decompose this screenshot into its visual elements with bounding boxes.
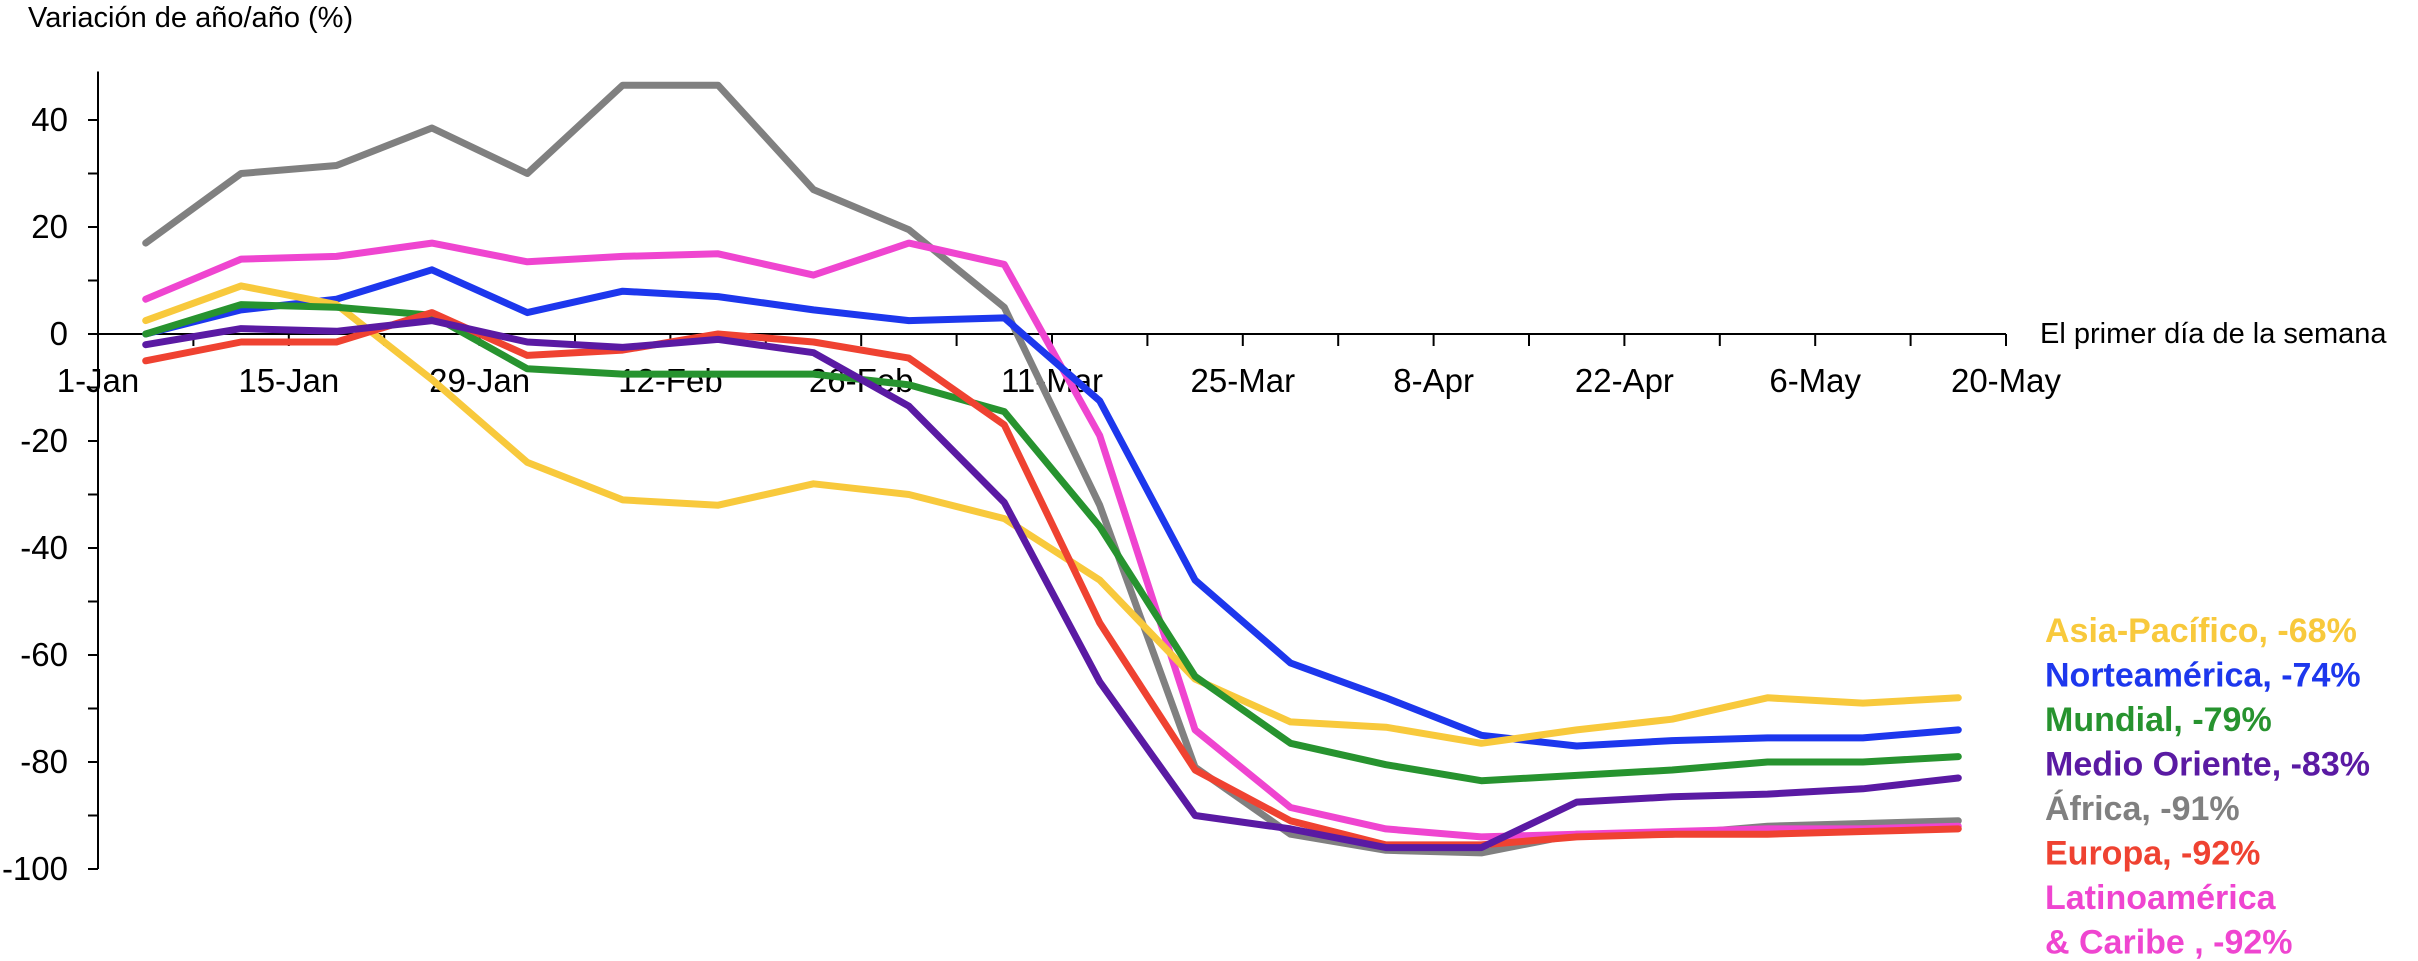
y-tick-label: -40 xyxy=(20,529,68,566)
legend-entry: & Caribe , -92% xyxy=(2045,924,2293,961)
x-tick-label: 8-Apr xyxy=(1393,362,1474,399)
series-line-2 xyxy=(142,266,1962,750)
y-tick-label: -60 xyxy=(20,636,68,673)
legend-entry: Europa, -92% xyxy=(2045,835,2260,873)
legend-entry: Mundial, -79% xyxy=(2045,701,2272,739)
series-line-1 xyxy=(142,239,1962,841)
legend-entry: Norteamérica, -74% xyxy=(2045,657,2361,695)
x-axis-title: El primer día de la semana xyxy=(2040,318,2387,350)
y-tick-label: -100 xyxy=(2,850,68,887)
x-tick-label: 20-May xyxy=(1951,362,2062,399)
legend-entry: Asia-Pacífico, -68% xyxy=(2045,612,2357,650)
x-tick-label: 25-Mar xyxy=(1191,362,1296,399)
series-line-3 xyxy=(142,282,1962,747)
legend-entry: África, -91% xyxy=(2045,790,2240,828)
y-tick-label: -20 xyxy=(20,422,68,459)
x-tick-label: 1-Jan xyxy=(57,362,140,399)
y-tick-label: 20 xyxy=(31,208,68,245)
legend-entry: Latinoamérica xyxy=(2045,879,2277,917)
y-tick-label: 0 xyxy=(50,315,68,352)
legend-entry: Medio Oriente, -83% xyxy=(2045,746,2370,784)
y-tick-label: 40 xyxy=(31,101,68,138)
x-tick-label: 22-Apr xyxy=(1575,362,1674,399)
series-line-6 xyxy=(142,317,1962,852)
legend: Asia-Pacífico, -68% Norteamérica, -74% Mun… xyxy=(2045,612,2370,961)
series-lines xyxy=(142,81,1962,857)
series-line-5 xyxy=(142,309,1962,849)
x-tick-label: 15-Jan xyxy=(238,362,339,399)
y-tick-label: -80 xyxy=(20,743,68,780)
x-tick-label: 12-Feb xyxy=(618,362,723,399)
x-tick-label: 6-May xyxy=(1769,362,1861,399)
y-axis-title: Variación de año/año (%) xyxy=(28,2,353,34)
